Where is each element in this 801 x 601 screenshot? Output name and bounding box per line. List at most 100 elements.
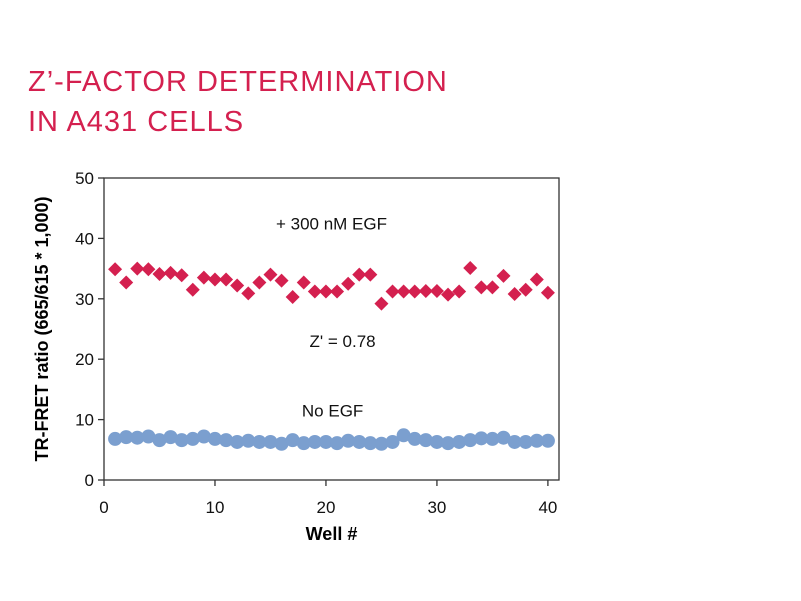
y-tick-label: 30 [75, 290, 94, 309]
no-egf-data-point [330, 436, 345, 451]
x-axis-ticks: 0 10 20 30 40 [99, 480, 557, 517]
chart-title: Z’-FACTOR DETERMINATION IN A431 CELLS [28, 62, 448, 142]
no-egf-data-point [274, 436, 289, 451]
chart-annotation: + 300 nM EGF [276, 214, 387, 233]
egf-data-point [463, 260, 478, 275]
no-egf-data-point [507, 434, 522, 449]
egf-data-point [163, 265, 178, 280]
egf-data-point [152, 267, 167, 282]
egf-data-point [330, 284, 345, 299]
egf-data-point [341, 276, 356, 291]
egf-data-point [130, 261, 145, 276]
y-axis-label: TR-FRET ratio (665/615 * 1,000) [32, 196, 52, 461]
no-egf-data-point [385, 434, 400, 449]
no-egf-data-point [396, 428, 411, 443]
y-tick-label: 10 [75, 411, 94, 430]
no-egf-data-point [452, 434, 467, 449]
no-egf-data-point [285, 433, 300, 448]
x-tick-label: 40 [538, 498, 557, 517]
no-egf-data-point [219, 433, 234, 448]
egf-data-point [318, 284, 333, 299]
egf-data-point [374, 296, 389, 311]
no-egf-data-point [307, 434, 322, 449]
egf-data-point [285, 289, 300, 304]
chart-title-line-2: IN A431 CELLS [28, 106, 245, 138]
egf-data-point [418, 283, 433, 298]
egf-data-point [540, 285, 555, 300]
no-egf-data-point [141, 429, 156, 444]
chart-annotations: + 300 nM EGF Z' = 0.78 No EGF [276, 214, 387, 420]
egf-data-point [241, 286, 256, 301]
egf-data-point [507, 286, 522, 301]
no-egf-data-point [463, 433, 478, 448]
no-egf-data-point [318, 434, 333, 449]
chart-annotation: No EGF [302, 402, 363, 421]
x-axis-label: Well # [306, 524, 358, 544]
chart-title-line-1: Z’-FACTOR DETERMINATION [28, 66, 448, 98]
x-tick-label: 0 [99, 498, 108, 517]
egf-data-point [274, 273, 289, 288]
egf-data-point [452, 284, 467, 299]
chart-annotation: Z' = 0.78 [310, 332, 376, 351]
no-egf-data-point [518, 434, 533, 449]
no-egf-data-point [474, 431, 489, 446]
no-egf-data-point [108, 431, 123, 446]
egf-data-point [230, 278, 245, 293]
no-egf-data-point [252, 434, 267, 449]
y-tick-label: 0 [85, 471, 94, 490]
no-egf-data-point [341, 433, 356, 448]
egf-data-point [219, 272, 234, 287]
no-egf-data-point [407, 431, 422, 446]
no-egf-data-point [152, 433, 167, 448]
no-egf-data-point [363, 436, 378, 451]
no-egf-data-point [485, 431, 500, 446]
egf-data-point [496, 268, 511, 283]
egf-data-point [296, 275, 311, 290]
no-egf-data-point [418, 433, 433, 448]
no-egf-data-point [296, 436, 311, 451]
series-egf-points [108, 260, 555, 311]
egf-data-point [307, 284, 322, 299]
no-egf-data-point [496, 430, 511, 445]
no-egf-data-point [529, 433, 544, 448]
no-egf-data-point [441, 436, 456, 451]
y-tick-label: 20 [75, 350, 94, 369]
egf-data-point [141, 262, 156, 277]
egf-data-point [485, 280, 500, 295]
egf-data-point [396, 284, 411, 299]
y-tick-label: 50 [75, 169, 94, 188]
no-egf-data-point [119, 430, 134, 445]
egf-data-point [441, 287, 456, 302]
egf-data-point [352, 267, 367, 282]
egf-data-point [385, 284, 400, 299]
egf-data-point [207, 272, 222, 287]
x-tick-label: 20 [316, 498, 335, 517]
egf-data-point [263, 267, 278, 282]
egf-data-point [119, 275, 134, 290]
egf-data-point [363, 267, 378, 282]
egf-data-point [518, 282, 533, 297]
no-egf-data-point [374, 436, 389, 451]
x-tick-label: 10 [206, 498, 225, 517]
no-egf-data-point [207, 431, 222, 446]
egf-data-point [108, 262, 123, 277]
egf-data-point [196, 270, 211, 285]
series-no-egf-points [108, 428, 555, 451]
no-egf-data-point [230, 434, 245, 449]
egf-data-point [407, 284, 422, 299]
no-egf-data-point [352, 434, 367, 449]
egf-data-point [252, 275, 267, 290]
egf-data-point [174, 268, 189, 283]
no-egf-data-point [241, 433, 256, 448]
plot-area-border [103, 177, 560, 481]
egf-data-point [474, 280, 489, 295]
y-tick-label: 40 [75, 229, 94, 248]
no-egf-data-point [174, 433, 189, 448]
no-egf-data-point [540, 433, 555, 448]
egf-data-point [429, 283, 444, 298]
y-axis-ticks: 0 10 20 30 40 50 [75, 169, 104, 490]
no-egf-data-point [196, 429, 211, 444]
x-tick-label: 30 [427, 498, 446, 517]
plot-frame [103, 177, 560, 481]
